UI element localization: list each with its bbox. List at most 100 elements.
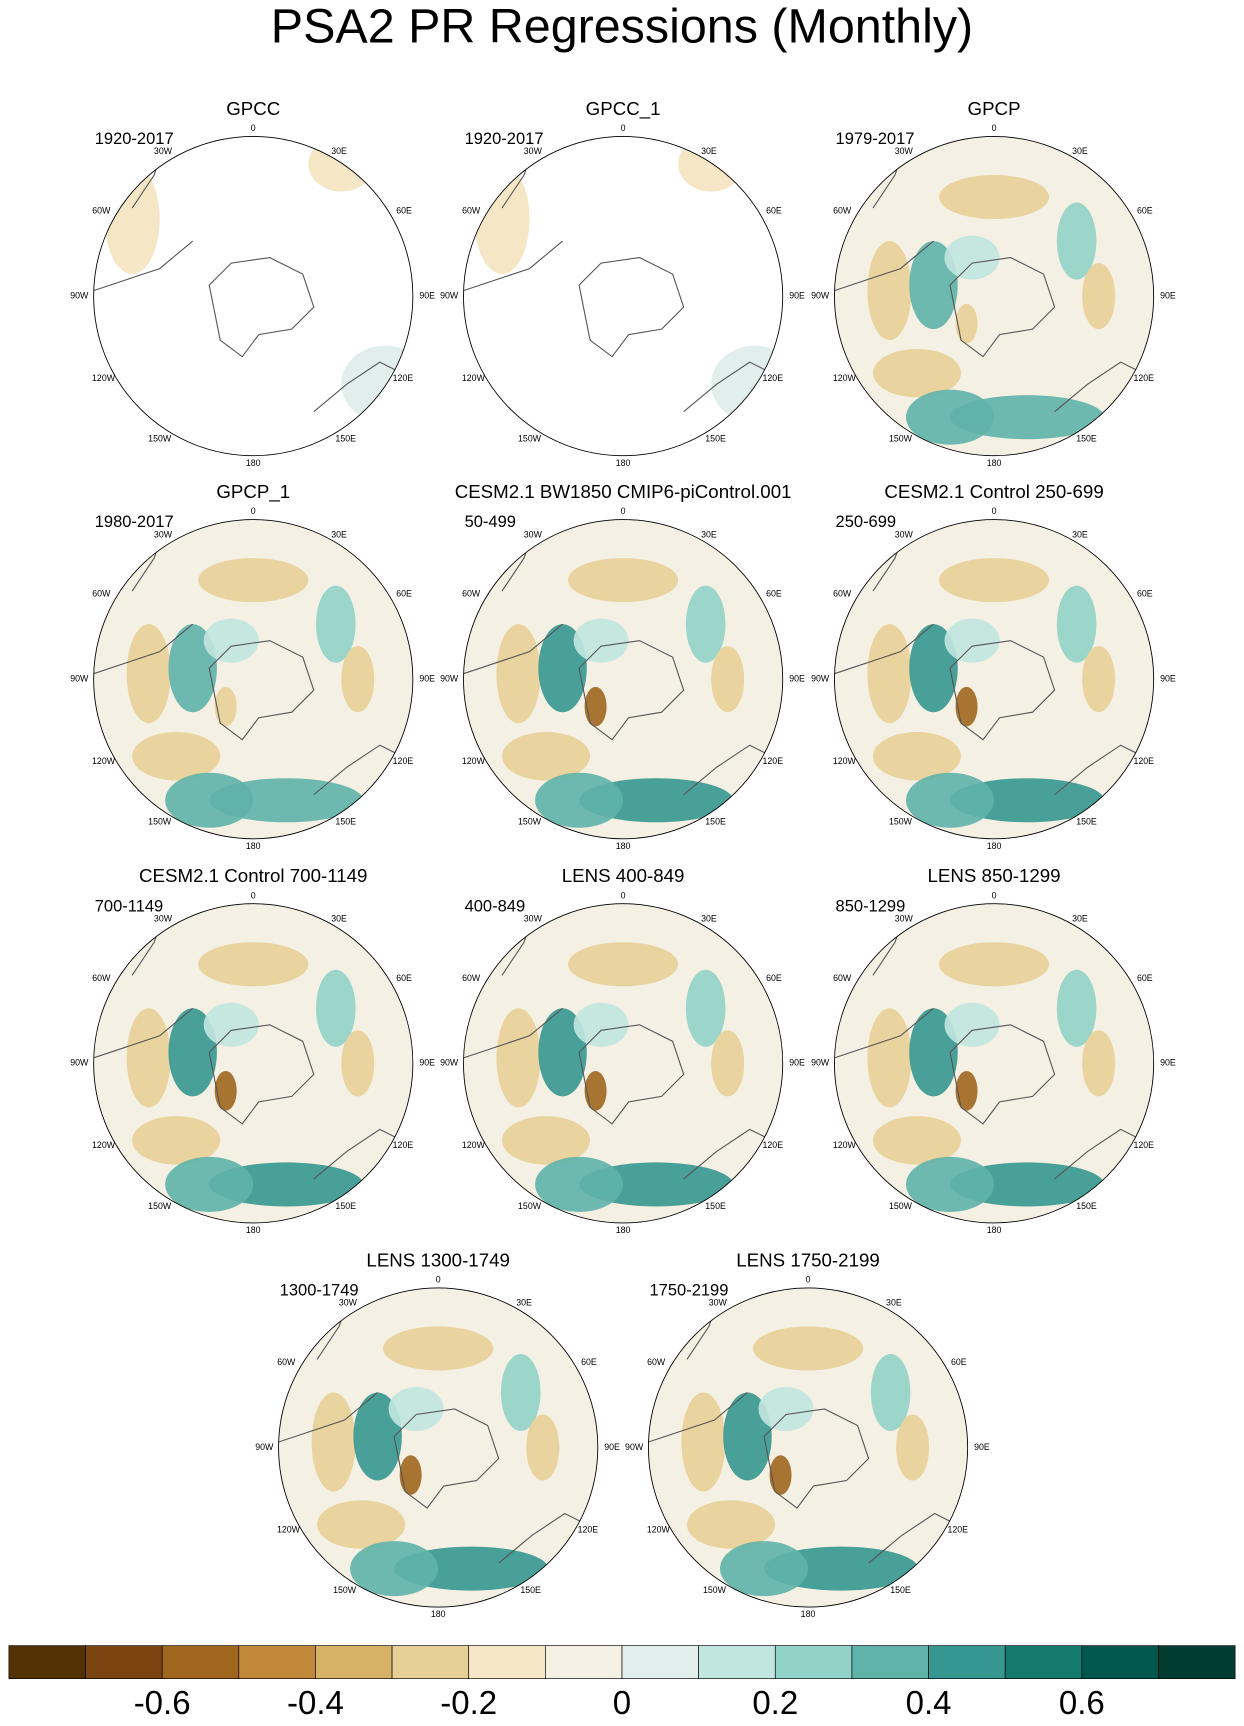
map-panel: CESM2.1 Control 250-699 250-699 0 30E 60E 90E…	[811, 481, 1176, 851]
field-blob	[955, 1071, 978, 1111]
field-blob	[584, 686, 607, 727]
longitude-label: 30E	[1072, 913, 1088, 923]
map-background	[463, 136, 783, 456]
coastline	[208, 640, 315, 741]
longitude-label: 150E	[1076, 434, 1097, 444]
field-blob	[867, 1008, 912, 1108]
longitude-label: 150E	[335, 1201, 356, 1211]
field-blob	[758, 1386, 814, 1431]
longitude-label: 90E	[789, 290, 805, 300]
longitude-label: 0	[992, 890, 997, 900]
coastline	[949, 1024, 1056, 1125]
field-blob	[198, 942, 309, 987]
colorbar-box	[1004, 1645, 1083, 1679]
colorbar-box	[8, 1645, 86, 1679]
field-blob	[867, 241, 912, 341]
field	[463, 524, 773, 829]
panel-period: 250-699	[836, 513, 897, 531]
field-blob	[872, 1116, 962, 1165]
longitude-label: 90E	[419, 290, 435, 300]
longitude-label: 30W	[895, 529, 914, 539]
longitude-label: 150E	[1076, 817, 1097, 827]
panel-period: 400-849	[465, 897, 526, 915]
longitude-label: 30W	[895, 913, 914, 923]
colorbar-box	[315, 1645, 393, 1679]
longitude-label: 150W	[148, 434, 172, 444]
field-blob	[752, 1326, 864, 1371]
longitude-label: 60W	[647, 1357, 666, 1367]
panel-period: 1979-2017	[836, 130, 915, 148]
coastline	[208, 1024, 315, 1125]
longitude-label: 90W	[440, 1058, 459, 1068]
longitude-label: 90W	[811, 674, 830, 684]
longitude-label: 150W	[518, 434, 542, 444]
map-border	[463, 136, 784, 457]
colorbar-tick-label: -0.6	[134, 1684, 191, 1721]
panel-title: LENS 1750-2199	[736, 1249, 880, 1270]
longitude-label: 120W	[647, 1524, 671, 1534]
field-blob	[502, 1116, 591, 1165]
longitude-label: 120W	[462, 756, 486, 766]
longitude-label: 120E	[763, 373, 784, 383]
panel-title: LENS 1300-1749	[366, 1249, 510, 1270]
field-blob	[132, 1116, 221, 1165]
map-border	[834, 519, 1155, 840]
longitude-label: 60W	[833, 589, 852, 599]
longitude-label: 120W	[833, 373, 857, 383]
field	[278, 1293, 588, 1597]
field-blob	[1082, 1030, 1116, 1097]
field-blob	[685, 585, 726, 663]
longitude-label: 60W	[92, 589, 111, 599]
longitude-label: 90W	[70, 674, 89, 684]
longitude-label: 30E	[701, 529, 717, 539]
longitude-label: 30E	[331, 529, 347, 539]
longitude-label: 180	[246, 1225, 261, 1235]
map-panel: CESM2.1 Control 700-1149 700-1149 0 30E 60E 9…	[70, 865, 435, 1235]
field-blob	[474, 164, 530, 275]
field-blob	[905, 1156, 995, 1212]
field-blob	[955, 686, 978, 727]
panel-period: 700-1149	[95, 897, 164, 915]
coastline	[578, 640, 685, 741]
longitude-label: 150E	[335, 434, 356, 444]
map-panel: LENS 850-1299 850-1299 0 30E 60E 90E 120E 150E 1…	[811, 865, 1176, 1235]
longitude-label: 180	[616, 458, 631, 468]
longitude-label: 0	[621, 890, 626, 900]
longitude-label: 60E	[766, 973, 782, 983]
longitude-label: 150E	[890, 1585, 911, 1595]
longitude-label: 150E	[705, 434, 726, 444]
longitude-label: 120E	[1133, 1140, 1154, 1150]
field-blob	[573, 618, 629, 663]
coastline	[208, 257, 315, 358]
field-blob	[198, 558, 309, 603]
longitude-label: 150W	[518, 1201, 542, 1211]
field-blob	[388, 1386, 444, 1431]
field-blob	[383, 1326, 494, 1371]
longitude-label: 120E	[1133, 373, 1154, 383]
panel-title: GPCC_1	[586, 98, 661, 120]
field-blob	[341, 1030, 375, 1097]
field-blob	[905, 772, 995, 828]
longitude-label: 120W	[462, 1140, 486, 1150]
longitude-label: 90E	[419, 674, 435, 684]
longitude-label: 180	[246, 458, 261, 468]
field-blob	[568, 558, 679, 603]
figure-title: PSA2 PR Regressions (Monthly)	[271, 0, 973, 54]
coastline	[578, 257, 685, 358]
longitude-label: 60E	[766, 589, 782, 599]
field-blob	[399, 1455, 422, 1495]
field-blob	[526, 1414, 560, 1481]
longitude-label: 90W	[255, 1442, 274, 1452]
field-blob	[104, 164, 160, 275]
longitude-label: 30W	[709, 1298, 728, 1308]
field-blob	[496, 1008, 541, 1108]
colorbar-box	[1158, 1645, 1236, 1679]
field-blob	[711, 1030, 745, 1097]
longitude-label: 120W	[833, 1140, 857, 1150]
longitude-label: 30W	[339, 1298, 358, 1308]
longitude-label: 90W	[440, 674, 459, 684]
longitude-label: 90W	[70, 1058, 89, 1068]
longitude-label: 90E	[419, 1058, 435, 1068]
map-panel: GPCP_1 1980-2017 0 30E 60E 90E 120E 150E 180 150W…	[70, 481, 435, 851]
longitude-label: 30E	[331, 146, 347, 156]
